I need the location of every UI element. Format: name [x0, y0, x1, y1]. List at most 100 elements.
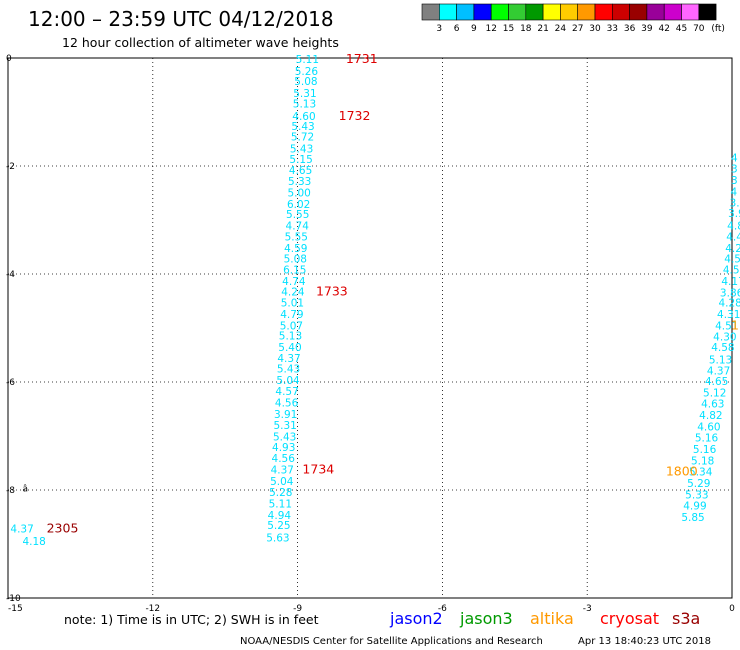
wave-height-label: 5.85 — [681, 512, 704, 524]
legend-tick-label: 39 — [641, 24, 653, 34]
wave-height-label: 4.37 — [10, 523, 33, 535]
wave-height-label: 4.65 — [705, 376, 728, 388]
wave-height-label: 4.59 — [284, 243, 307, 255]
legend-swatch — [508, 3, 527, 21]
wave-height-label: 3.86 — [720, 287, 740, 299]
legend-swatch — [421, 3, 440, 21]
wave-height-label: 4.37 — [271, 464, 294, 476]
legend-tick-label: 70 — [693, 24, 705, 34]
legend-tick-label: 42 — [658, 24, 669, 34]
wave-height-label: 4.57 — [275, 386, 298, 398]
time-label: 1731 — [346, 51, 378, 66]
wave-height-label: 4.37 — [707, 366, 730, 378]
chart-title: 12:00 – 23:59 UTC 04/12/2018 — [28, 7, 334, 31]
footer-credit: NOAA/NESDIS Center for Satellite Applica… — [240, 636, 543, 647]
y-tick-label: -8 — [6, 486, 15, 496]
wave-height-label: 5.40 — [278, 342, 301, 354]
wave-height-label: 4.46 — [726, 232, 740, 244]
legend-tick-label: 27 — [572, 24, 583, 34]
wave-height-label: 5.25 — [267, 520, 290, 532]
legend-tick-label: 6 — [454, 24, 460, 34]
satellite-name: s3a — [672, 609, 700, 628]
legend-tick-label: 15 — [503, 24, 514, 34]
x-tick-label: 0 — [729, 604, 735, 614]
wave-height-label: 5.31 — [293, 88, 316, 100]
wave-height-label: 4.59 — [723, 265, 740, 277]
wave-height-label: 5.34 — [689, 467, 713, 479]
legend-tick-label: 9 — [471, 24, 477, 34]
wave-height-label: 6.15 — [283, 265, 306, 277]
legend-swatch — [646, 3, 665, 21]
x-tick-label: -15 — [8, 604, 23, 614]
wave-height-label: 3 — [731, 164, 738, 176]
time-label: 1733 — [316, 283, 348, 298]
color-scale-legend: 3 6 9 12 15 18 21 24 27 30 33 36 39 42 45 70 (ft) — [421, 3, 725, 34]
legend-tick-label: 30 — [589, 24, 601, 34]
legend-swatch — [611, 3, 630, 21]
time-label: 1732 — [339, 108, 371, 123]
axis-ticks: -15 -12 -9 -6 -3 0 0 -2 -4 -6 -8 -10 — [6, 54, 735, 614]
x-tick-label: -3 — [583, 604, 592, 614]
plot-frame — [7, 57, 733, 599]
wave-height-label: 5.28 — [269, 487, 292, 499]
legend-swatch — [542, 3, 561, 21]
wave-height-label: 5.08 — [294, 76, 317, 88]
wave-height-label: 4.82 — [727, 220, 740, 232]
satellite-name: jason3 — [459, 609, 513, 628]
time-label: 1 — [731, 317, 739, 332]
footer-timestamp: Apr 13 18:40:23 UTC 2018 — [578, 636, 711, 647]
wave-height-label: 3.91 — [274, 409, 297, 421]
wave-height-label: 3 — [731, 175, 738, 187]
wave-height-label: 4.74 — [286, 220, 310, 232]
wave-height-label: 4.79 — [280, 309, 303, 321]
satellite-name: jason2 — [389, 609, 443, 628]
wave-height-label: 5.13 — [279, 331, 302, 343]
wave-height-label: 4.24 — [281, 286, 305, 298]
wave-height-label: 4.82 — [699, 410, 722, 422]
legend-tick-label: 18 — [520, 24, 532, 34]
wave-height-label: 4.18 — [22, 536, 45, 548]
x-tick-label: -9 — [293, 604, 302, 614]
wave-height-label: 4.63 — [701, 399, 724, 411]
wave-height-label: 5.07 — [280, 320, 303, 332]
wave-height-label: 4.94 — [268, 510, 292, 522]
y-tick-label: -2 — [6, 162, 15, 172]
legend-swatch — [577, 3, 596, 21]
satellite-legend: jason2 jason3 altika cryosat s3a — [389, 609, 700, 628]
y-tick-label: -10 — [6, 594, 21, 604]
wave-height-label: 5.00 — [287, 187, 310, 199]
wave-height-label: 5.11 — [269, 499, 292, 511]
wave-height-label: 5.55 — [286, 209, 309, 221]
footer-note: note: 1) Time is in UTC; 2) SWH is in fe… — [64, 612, 319, 627]
legend-swatch — [473, 3, 492, 21]
wave-height-label: 5.55 — [285, 232, 308, 244]
legend-tick-label: 24 — [555, 24, 567, 34]
wave-height-label: 5.12 — [703, 387, 726, 399]
wave-height-label: 5.43 — [291, 121, 314, 133]
legend-tick-label: 21 — [537, 24, 548, 34]
y-tick-label: -4 — [6, 270, 15, 280]
wave-height-label: 4.60 — [292, 111, 315, 123]
wave-height-label: 4.17 — [721, 276, 740, 288]
markers: â — [22, 484, 28, 494]
wave-height-label: 4.60 — [697, 421, 720, 433]
wave-height-label: 5.04 — [270, 476, 294, 488]
wave-height-label: 5.33 — [685, 489, 708, 501]
grid-lines — [8, 57, 732, 598]
wave-height-label: 4.93 — [272, 442, 295, 454]
wave-height-label: 5.01 — [281, 298, 304, 310]
legend-swatch — [525, 3, 544, 21]
legend-swatch — [698, 3, 717, 21]
wave-height-label: 5.13 — [293, 98, 316, 110]
chart-subtitle: 12 hour collection of altimeter wave hei… — [62, 35, 339, 50]
legend-swatch — [681, 3, 700, 21]
wave-height-label: 4.28 — [718, 298, 740, 310]
wave-height-label: 5.43 — [273, 432, 296, 444]
wave-height-label: 4.21 — [725, 243, 740, 255]
wave-height-label: 5.11 — [296, 54, 319, 66]
wave-height-label: 5.08 — [284, 253, 307, 265]
legend-tick-label: 36 — [624, 24, 636, 34]
wave-height-label: 5.16 — [693, 444, 717, 456]
satellite-name: cryosat — [600, 609, 659, 628]
legend-swatch — [490, 3, 509, 21]
